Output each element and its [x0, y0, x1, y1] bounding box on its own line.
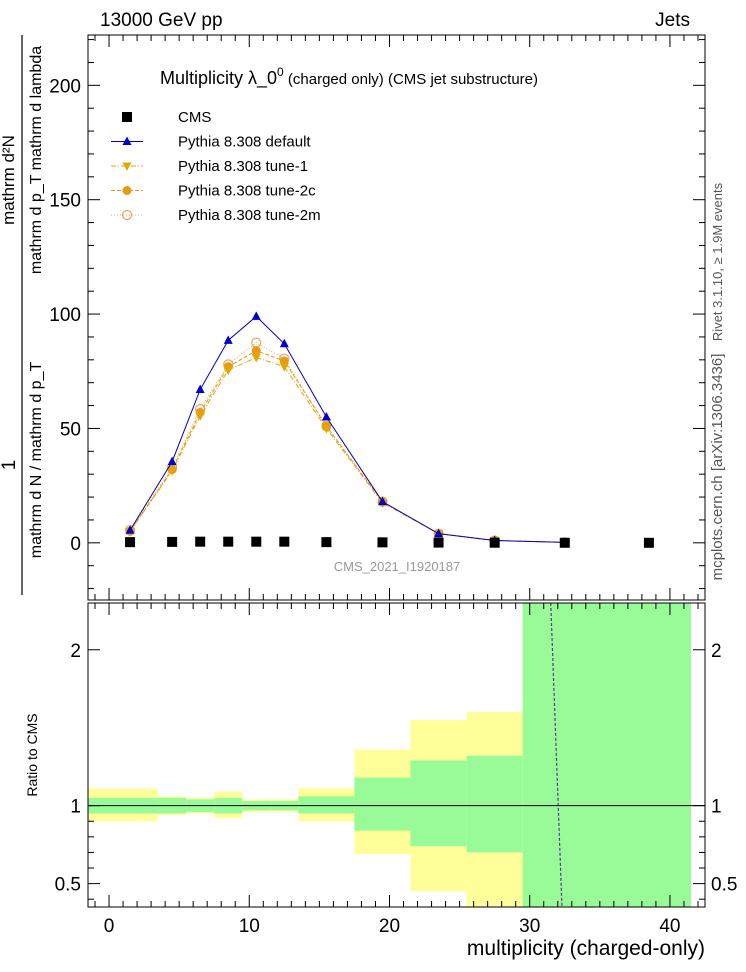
data-marker-triangle-down [279, 363, 289, 372]
ratio-ytick-label: 0.5 [55, 875, 81, 896]
data-marker-triangle-down [251, 354, 261, 363]
main-ylabel: 1 mathrm d²N mathrm d p_T mathrm d lambd… [0, 35, 45, 595]
ylabel-numerator: mathrm d²N [0, 135, 18, 225]
ratio-bands [88, 603, 691, 907]
series-line [129, 315, 565, 543]
data-marker-square [167, 536, 178, 547]
ratio-ytick-label: 2 [70, 641, 81, 662]
ratio-xtick-label: 40 [659, 916, 680, 937]
analysis-id: CMS_2021_I1920187 [334, 559, 461, 574]
plot-title-main: Multiplicity λ_0 [160, 68, 277, 89]
ratio-ytick-label-right: 1 [711, 797, 722, 818]
data-marker-square [122, 112, 132, 122]
header-right: Jets [655, 10, 690, 31]
ratio-ylabel: Ratio to CMS [24, 713, 40, 796]
data-marker-triangle-up [279, 338, 289, 348]
legend: CMS Pythia 8.308 default Pythia 8.308 tune… [111, 109, 321, 224]
ratio-xtick-label: 30 [519, 916, 540, 937]
rivet-label: Rivet 3.1.10, ≥ 1.9M events [710, 182, 725, 341]
ylabel-prefix-num: 1 [0, 460, 20, 471]
data-marker-triangle-down [321, 424, 331, 434]
ylabel-prefix-den: mathrm d N / mathrm d p_T [28, 362, 45, 559]
ratio-plot [88, 602, 705, 908]
data-marker-square [433, 537, 444, 548]
series-line [129, 342, 565, 543]
main-ytick-label: 50 [60, 419, 81, 440]
data-marker-triangle-up [434, 528, 444, 538]
data-marker-triangle-up [251, 311, 261, 320]
ratio-band-green [522, 603, 691, 907]
plot-title-rest: (charged only) (CMS jet substructure) [284, 71, 538, 88]
series-pythia-8-308-tune-2c [125, 346, 570, 547]
main-frame [87, 34, 706, 601]
data-marker-triangle-down [167, 467, 177, 476]
ratio-band-green [410, 760, 467, 847]
main-ytick-label: 0 [70, 534, 81, 555]
data-marker-triangle-up [321, 412, 331, 421]
legend-label: Pythia 8.308 tune-1 [178, 158, 308, 175]
ratio-band-green [354, 777, 411, 831]
legend-label: Pythia 8.308 tune-2c [178, 183, 316, 200]
main-ytick-label: 200 [49, 76, 81, 97]
data-marker-square [223, 536, 234, 547]
data-marker-circle [251, 346, 261, 356]
data-marker-triangle-down [195, 412, 205, 421]
ratio-ytick-label: 1 [70, 797, 81, 818]
legend-label: Pythia 8.308 tune-2m [178, 207, 321, 224]
series-line [129, 356, 565, 543]
data-marker-triangle-up [223, 335, 233, 344]
data-marker-triangle-up [195, 384, 205, 394]
ratio-xtick-label: 10 [239, 916, 260, 937]
ylabel-denominator: mathrm d p_T mathrm d lambda [28, 46, 45, 274]
plot-title-superscript: 0 [277, 65, 284, 79]
ratio-band-green [298, 796, 355, 814]
ratio-band-green [466, 755, 523, 853]
main-plot [124, 311, 654, 548]
series-pythia-8-308-default [125, 311, 570, 546]
data-marker-triangle-up [125, 525, 135, 534]
data-marker-square [643, 537, 654, 548]
header-left: 13000 GeV pp [100, 10, 223, 31]
data-marker-square [279, 536, 290, 547]
data-marker-square [377, 537, 388, 548]
series-pythia-8-308-tune-1 [125, 354, 570, 548]
data-marker-circle-open [121, 209, 133, 221]
series-pythia-8-308-tune-2m [124, 337, 570, 548]
main-ytick-label: 100 [49, 305, 81, 326]
ratio-frame [87, 602, 706, 908]
data-marker-triangle-down [223, 366, 233, 376]
data-marker-triangle-up [122, 136, 132, 145]
data-marker-square [321, 537, 332, 548]
ratio-dashed-line [550, 602, 563, 908]
mcplots-label: mcplots.cern.ch [arXiv:1306.3436] [709, 354, 726, 581]
axes: 0 50 100 150 200 0 10 20 30 40 0.5 0.5 1 1 2 2 [49, 34, 737, 937]
data-marker-triangle-up [377, 496, 387, 506]
legend-label: Pythia 8.308 default [178, 134, 311, 151]
data-marker-circle [122, 186, 132, 195]
ratio-ytick-label-right: 2 [711, 641, 722, 662]
data-marker-square [489, 537, 500, 548]
ratio-ytick-label-right: 0.5 [711, 875, 737, 896]
main-ytick-label: 150 [49, 191, 81, 212]
data-marker-square [125, 537, 136, 548]
xlabel: multiplicity (charged-only) [467, 937, 705, 960]
data-marker-triangle-down [122, 162, 132, 171]
data-marker-triangle-up [167, 456, 177, 466]
data-marker-square [195, 536, 206, 547]
series-line [129, 350, 565, 543]
plot-title: Multiplicity λ_00 (charged only) (CMS je… [160, 65, 538, 89]
ratio-xtick-label: 20 [379, 916, 400, 937]
data-marker-square [559, 537, 570, 548]
series-cms [125, 536, 654, 548]
data-marker-square [251, 536, 262, 547]
ratio-xtick-label: 0 [104, 916, 115, 937]
legend-label: CMS [178, 109, 211, 126]
